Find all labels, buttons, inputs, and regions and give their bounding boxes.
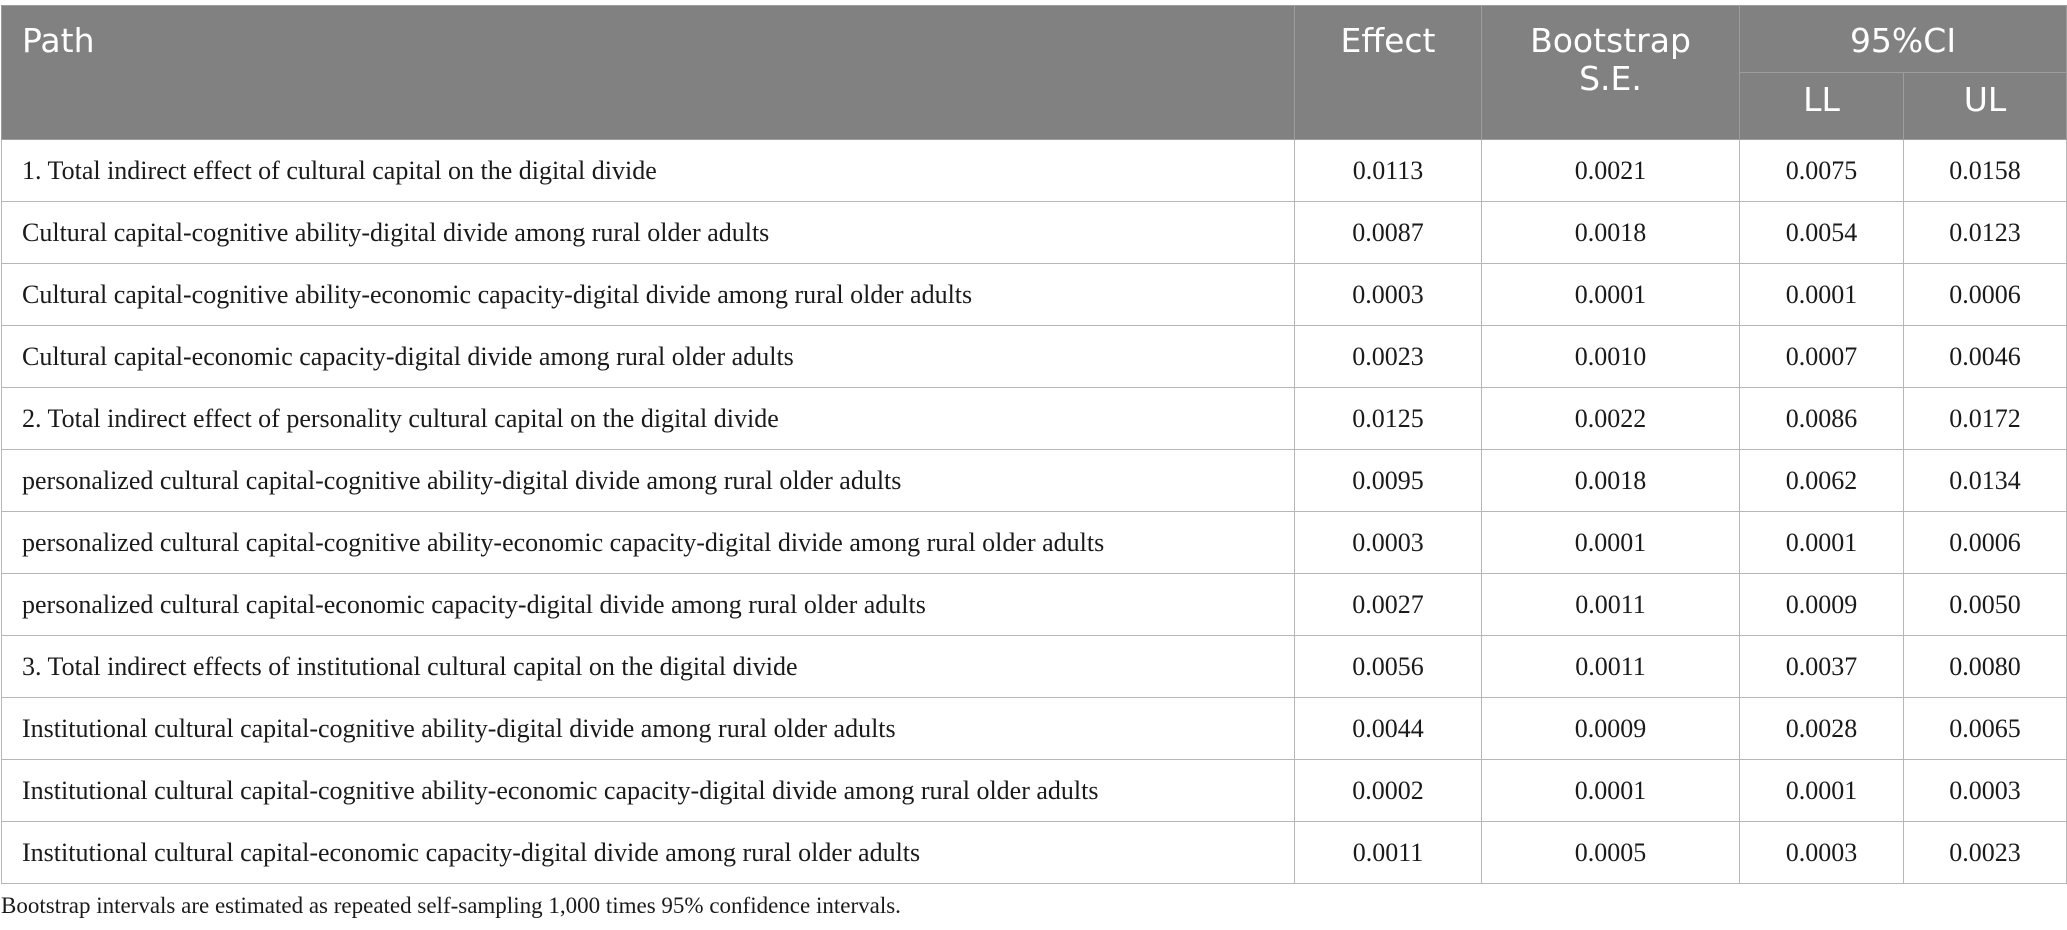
cell-se: 0.0001 [1481, 511, 1740, 574]
cell-ul: 0.0050 [1903, 573, 2067, 636]
cell-path: personalized cultural capital-economic c… [1, 573, 1295, 636]
header-ci: 95%CI [1739, 5, 2067, 73]
cell-ll: 0.0009 [1739, 573, 1904, 636]
cell-ul: 0.0023 [1903, 821, 2067, 884]
cell-ll: 0.0001 [1739, 759, 1904, 822]
cell-ll: 0.0075 [1739, 139, 1904, 202]
cell-effect: 0.0125 [1294, 387, 1482, 450]
cell-ll: 0.0086 [1739, 387, 1904, 450]
cell-se: 0.0022 [1481, 387, 1740, 450]
mediation-table-container: Path Effect Bootstrap S.E. 95%CI LL UL 1… [0, 5, 2067, 884]
cell-se: 0.0018 [1481, 449, 1740, 512]
header-ll: LL [1739, 72, 1904, 140]
cell-path: 2. Total indirect effect of personality … [1, 387, 1295, 450]
table-body: 1. Total indirect effect of cultural cap… [1, 139, 2067, 884]
cell-effect: 0.0087 [1294, 201, 1482, 264]
cell-ul: 0.0080 [1903, 635, 2067, 698]
mediation-effects-table: Path Effect Bootstrap S.E. 95%CI LL UL 1… [1, 5, 2067, 884]
cell-path: Institutional cultural capital-economic … [1, 821, 1295, 884]
header-ul: UL [1903, 72, 2067, 140]
cell-effect: 0.0011 [1294, 821, 1482, 884]
cell-se: 0.0018 [1481, 201, 1740, 264]
cell-path: 3. Total indirect effects of institution… [1, 635, 1295, 698]
cell-ll: 0.0007 [1739, 325, 1904, 388]
cell-ul: 0.0003 [1903, 759, 2067, 822]
cell-se: 0.0011 [1481, 573, 1740, 636]
cell-ll: 0.0054 [1739, 201, 1904, 264]
table-row: personalized cultural capital-cognitive … [1, 511, 2067, 574]
table-row: Cultural capital-cognitive ability-digit… [1, 201, 2067, 264]
cell-se: 0.0011 [1481, 635, 1740, 698]
cell-effect: 0.0113 [1294, 139, 1482, 202]
table-footnote: Bootstrap intervals are estimated as rep… [1, 893, 901, 918]
cell-effect: 0.0027 [1294, 573, 1482, 636]
cell-se: 0.0021 [1481, 139, 1740, 202]
header-bootstrap-se: Bootstrap S.E. [1481, 5, 1740, 140]
cell-ll: 0.0028 [1739, 697, 1904, 760]
header-se-line1: Bootstrap [1530, 21, 1691, 60]
cell-se: 0.0005 [1481, 821, 1740, 884]
table-row: Cultural capital-cognitive ability-econo… [1, 263, 2067, 326]
table-header: Path Effect Bootstrap S.E. 95%CI LL UL [1, 5, 2067, 140]
table-row: 3. Total indirect effects of institution… [1, 635, 2067, 698]
header-path: Path [1, 5, 1295, 140]
table-row: Institutional cultural capital-cognitive… [1, 697, 2067, 760]
cell-path: personalized cultural capital-cognitive … [1, 449, 1295, 512]
cell-effect: 0.0095 [1294, 449, 1482, 512]
cell-effect: 0.0044 [1294, 697, 1482, 760]
cell-path: 1. Total indirect effect of cultural cap… [1, 139, 1295, 202]
table-row: Institutional cultural capital-cognitive… [1, 759, 2067, 822]
cell-effect: 0.0023 [1294, 325, 1482, 388]
header-effect: Effect [1294, 5, 1482, 140]
cell-se: 0.0009 [1481, 697, 1740, 760]
table-row: 1. Total indirect effect of cultural cap… [1, 139, 2067, 202]
cell-ll: 0.0003 [1739, 821, 1904, 884]
cell-ll: 0.0062 [1739, 449, 1904, 512]
cell-path: personalized cultural capital-cognitive … [1, 511, 1295, 574]
cell-path: Cultural capital-economic capacity-digit… [1, 325, 1295, 388]
cell-ul: 0.0006 [1903, 263, 2067, 326]
cell-path: Cultural capital-cognitive ability-econo… [1, 263, 1295, 326]
cell-ul: 0.0046 [1903, 325, 2067, 388]
table-row: Cultural capital-economic capacity-digit… [1, 325, 2067, 388]
cell-effect: 0.0056 [1294, 635, 1482, 698]
cell-ul: 0.0134 [1903, 449, 2067, 512]
cell-ll: 0.0037 [1739, 635, 1904, 698]
cell-ll: 0.0001 [1739, 511, 1904, 574]
cell-effect: 0.0003 [1294, 263, 1482, 326]
cell-effect: 0.0003 [1294, 511, 1482, 574]
cell-ll: 0.0001 [1739, 263, 1904, 326]
table-row: 2. Total indirect effect of personality … [1, 387, 2067, 450]
cell-ul: 0.0123 [1903, 201, 2067, 264]
table-row: personalized cultural capital-cognitive … [1, 449, 2067, 512]
cell-effect: 0.0002 [1294, 759, 1482, 822]
cell-ul: 0.0065 [1903, 697, 2067, 760]
cell-path: Cultural capital-cognitive ability-digit… [1, 201, 1295, 264]
cell-se: 0.0001 [1481, 759, 1740, 822]
table-row: Institutional cultural capital-economic … [1, 821, 2067, 884]
cell-se: 0.0001 [1481, 263, 1740, 326]
table-row: personalized cultural capital-economic c… [1, 573, 2067, 636]
cell-path: Institutional cultural capital-cognitive… [1, 697, 1295, 760]
header-se-line2: S.E. [1579, 59, 1642, 98]
cell-path: Institutional cultural capital-cognitive… [1, 759, 1295, 822]
cell-se: 0.0010 [1481, 325, 1740, 388]
cell-ul: 0.0006 [1903, 511, 2067, 574]
cell-ul: 0.0158 [1903, 139, 2067, 202]
cell-ul: 0.0172 [1903, 387, 2067, 450]
